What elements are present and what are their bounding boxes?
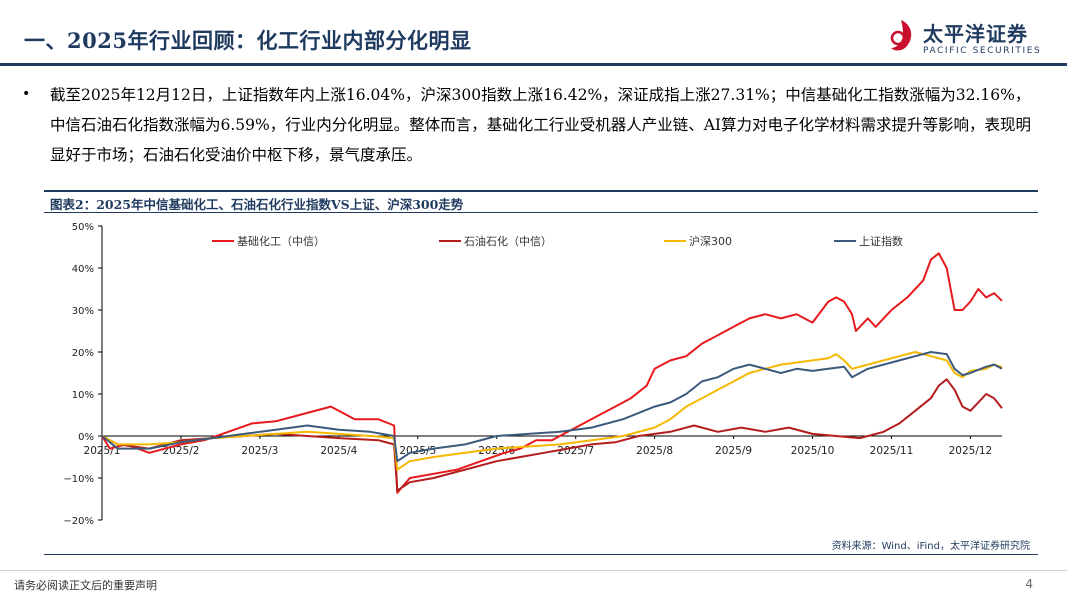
- legend-label: 石油石化（中信）: [464, 234, 552, 248]
- x-tick-label: 2025/2: [162, 445, 199, 457]
- y-tick-label: 50%: [72, 222, 94, 233]
- footer-disclaimer: 请务必阅读正文后的重要声明: [14, 579, 157, 592]
- figure-title: 图表2：2025年中信基础化工、石油石化行业指数VS上证、沪深300走势: [50, 197, 464, 212]
- pacific-logo-icon: [890, 20, 912, 51]
- index-trend-chart: 50%40%30%20%10%0%−10%−20%2025/1 2025/2 202…: [63, 222, 1003, 527]
- figure-title-bar: 图表2：2025年中信基础化工、石油石化行业指数VS上证、沪深300走势: [44, 190, 1038, 213]
- header-divider: [0, 63, 1067, 66]
- y-tick-label: 30%: [72, 306, 94, 317]
- legend-label: 上证指数: [859, 234, 903, 248]
- y-tick-label: −20%: [63, 516, 94, 527]
- series-line: [101, 252, 1003, 494]
- page-title: 一、2025年行业回顾：化工行业内部分化明显: [24, 28, 472, 53]
- x-tick-label: 2025/11: [870, 445, 914, 457]
- x-tick-label: 2025/8: [636, 445, 673, 457]
- footer-divider: [0, 570, 1067, 571]
- series-line: [101, 378, 1003, 492]
- x-tick-label: 2025/12: [949, 445, 993, 457]
- y-tick-label: 40%: [72, 264, 94, 275]
- y-tick-label: −10%: [63, 474, 94, 485]
- x-tick-label: 2025/3: [241, 445, 278, 457]
- legend-label: 基础化工（中信）: [237, 234, 325, 248]
- x-tick-label: 2025/9: [715, 445, 752, 457]
- figure-bottom-rule: [44, 554, 1038, 555]
- company-logo: 太平洋证券 PACIFIC SECURITIES: [885, 16, 1055, 60]
- logo-text-cn: 太平洋证券: [923, 22, 1028, 46]
- logo-text-en: PACIFIC SECURITIES: [923, 46, 1042, 56]
- series-line: [101, 351, 1003, 463]
- legend-label: 沪深300: [689, 234, 732, 248]
- x-tick-label: 2025/10: [791, 445, 835, 457]
- series-line: [101, 351, 1003, 471]
- page-number: 4: [1025, 577, 1033, 591]
- bullet-marker: •: [22, 86, 31, 102]
- body-paragraph: 截至2025年12月12日，上证指数年内上涨16.04%，沪深300指数上涨16…: [50, 86, 1032, 164]
- x-tick-label: 2025/4: [320, 445, 357, 457]
- figure-source: 资料来源：Wind、iFind，太平洋证券研究院: [831, 541, 1030, 552]
- y-tick-label: 10%: [72, 390, 94, 401]
- y-tick-label: 20%: [72, 348, 94, 359]
- y-tick-label: 0%: [78, 432, 94, 443]
